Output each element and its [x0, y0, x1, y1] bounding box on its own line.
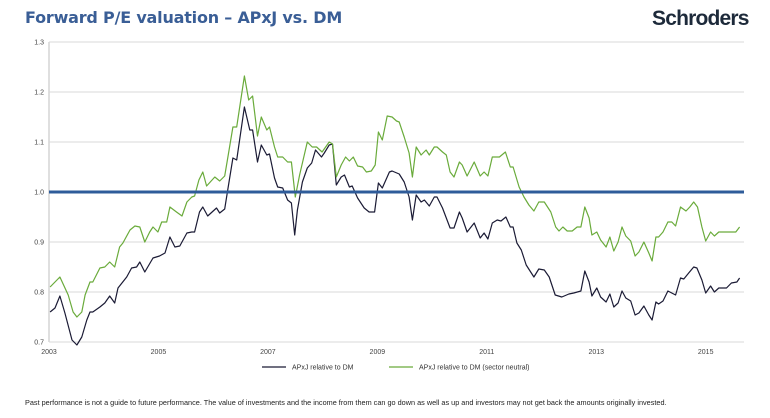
x-tick-label: 2007: [260, 349, 276, 356]
y-tick-label: 1.0: [34, 190, 44, 197]
y-tick-label: 1.3: [34, 40, 44, 47]
y-tick-label: 1.1: [34, 140, 44, 147]
y-tick-label: 0.7: [34, 340, 44, 347]
x-tick-label: 2011: [479, 349, 494, 356]
series-line-apxj-relative-to-dm: [49, 106, 741, 346]
series-line-apxj-sector-neutral: [49, 75, 741, 318]
disclaimer-text: Past performance is not a guide to futur…: [25, 398, 667, 407]
x-tick-label: 2005: [151, 349, 167, 356]
y-tick-label: 0.8: [34, 290, 44, 297]
x-tick-label: 2015: [698, 349, 714, 356]
x-axis-ticks: 2003 2005 2007 2009 2011 2013 2015: [41, 349, 713, 356]
schroders-logo: Schroders: [652, 7, 749, 30]
x-tick-label: 2009: [370, 349, 386, 356]
grid-lines: [48, 41, 744, 343]
page-title: Forward P/E valuation – APxJ vs. DM: [25, 8, 343, 27]
y-axis-ticks: 0.7 0.8 0.9 1.0 1.1 1.2 1.3: [34, 40, 44, 347]
legend: APxJ relative to DM APxJ relative to DM …: [262, 365, 529, 372]
legend-label-apxj-sector-neutral: APxJ relative to DM (sector neutral): [419, 365, 529, 372]
y-tick-label: 1.2: [34, 90, 44, 97]
legend-label-apxj: APxJ relative to DM: [292, 365, 354, 372]
y-tick-label: 0.9: [34, 240, 44, 247]
x-tick-label: 2013: [588, 349, 604, 356]
series-lines: [49, 75, 741, 346]
x-tick-label: 2003: [41, 349, 57, 356]
